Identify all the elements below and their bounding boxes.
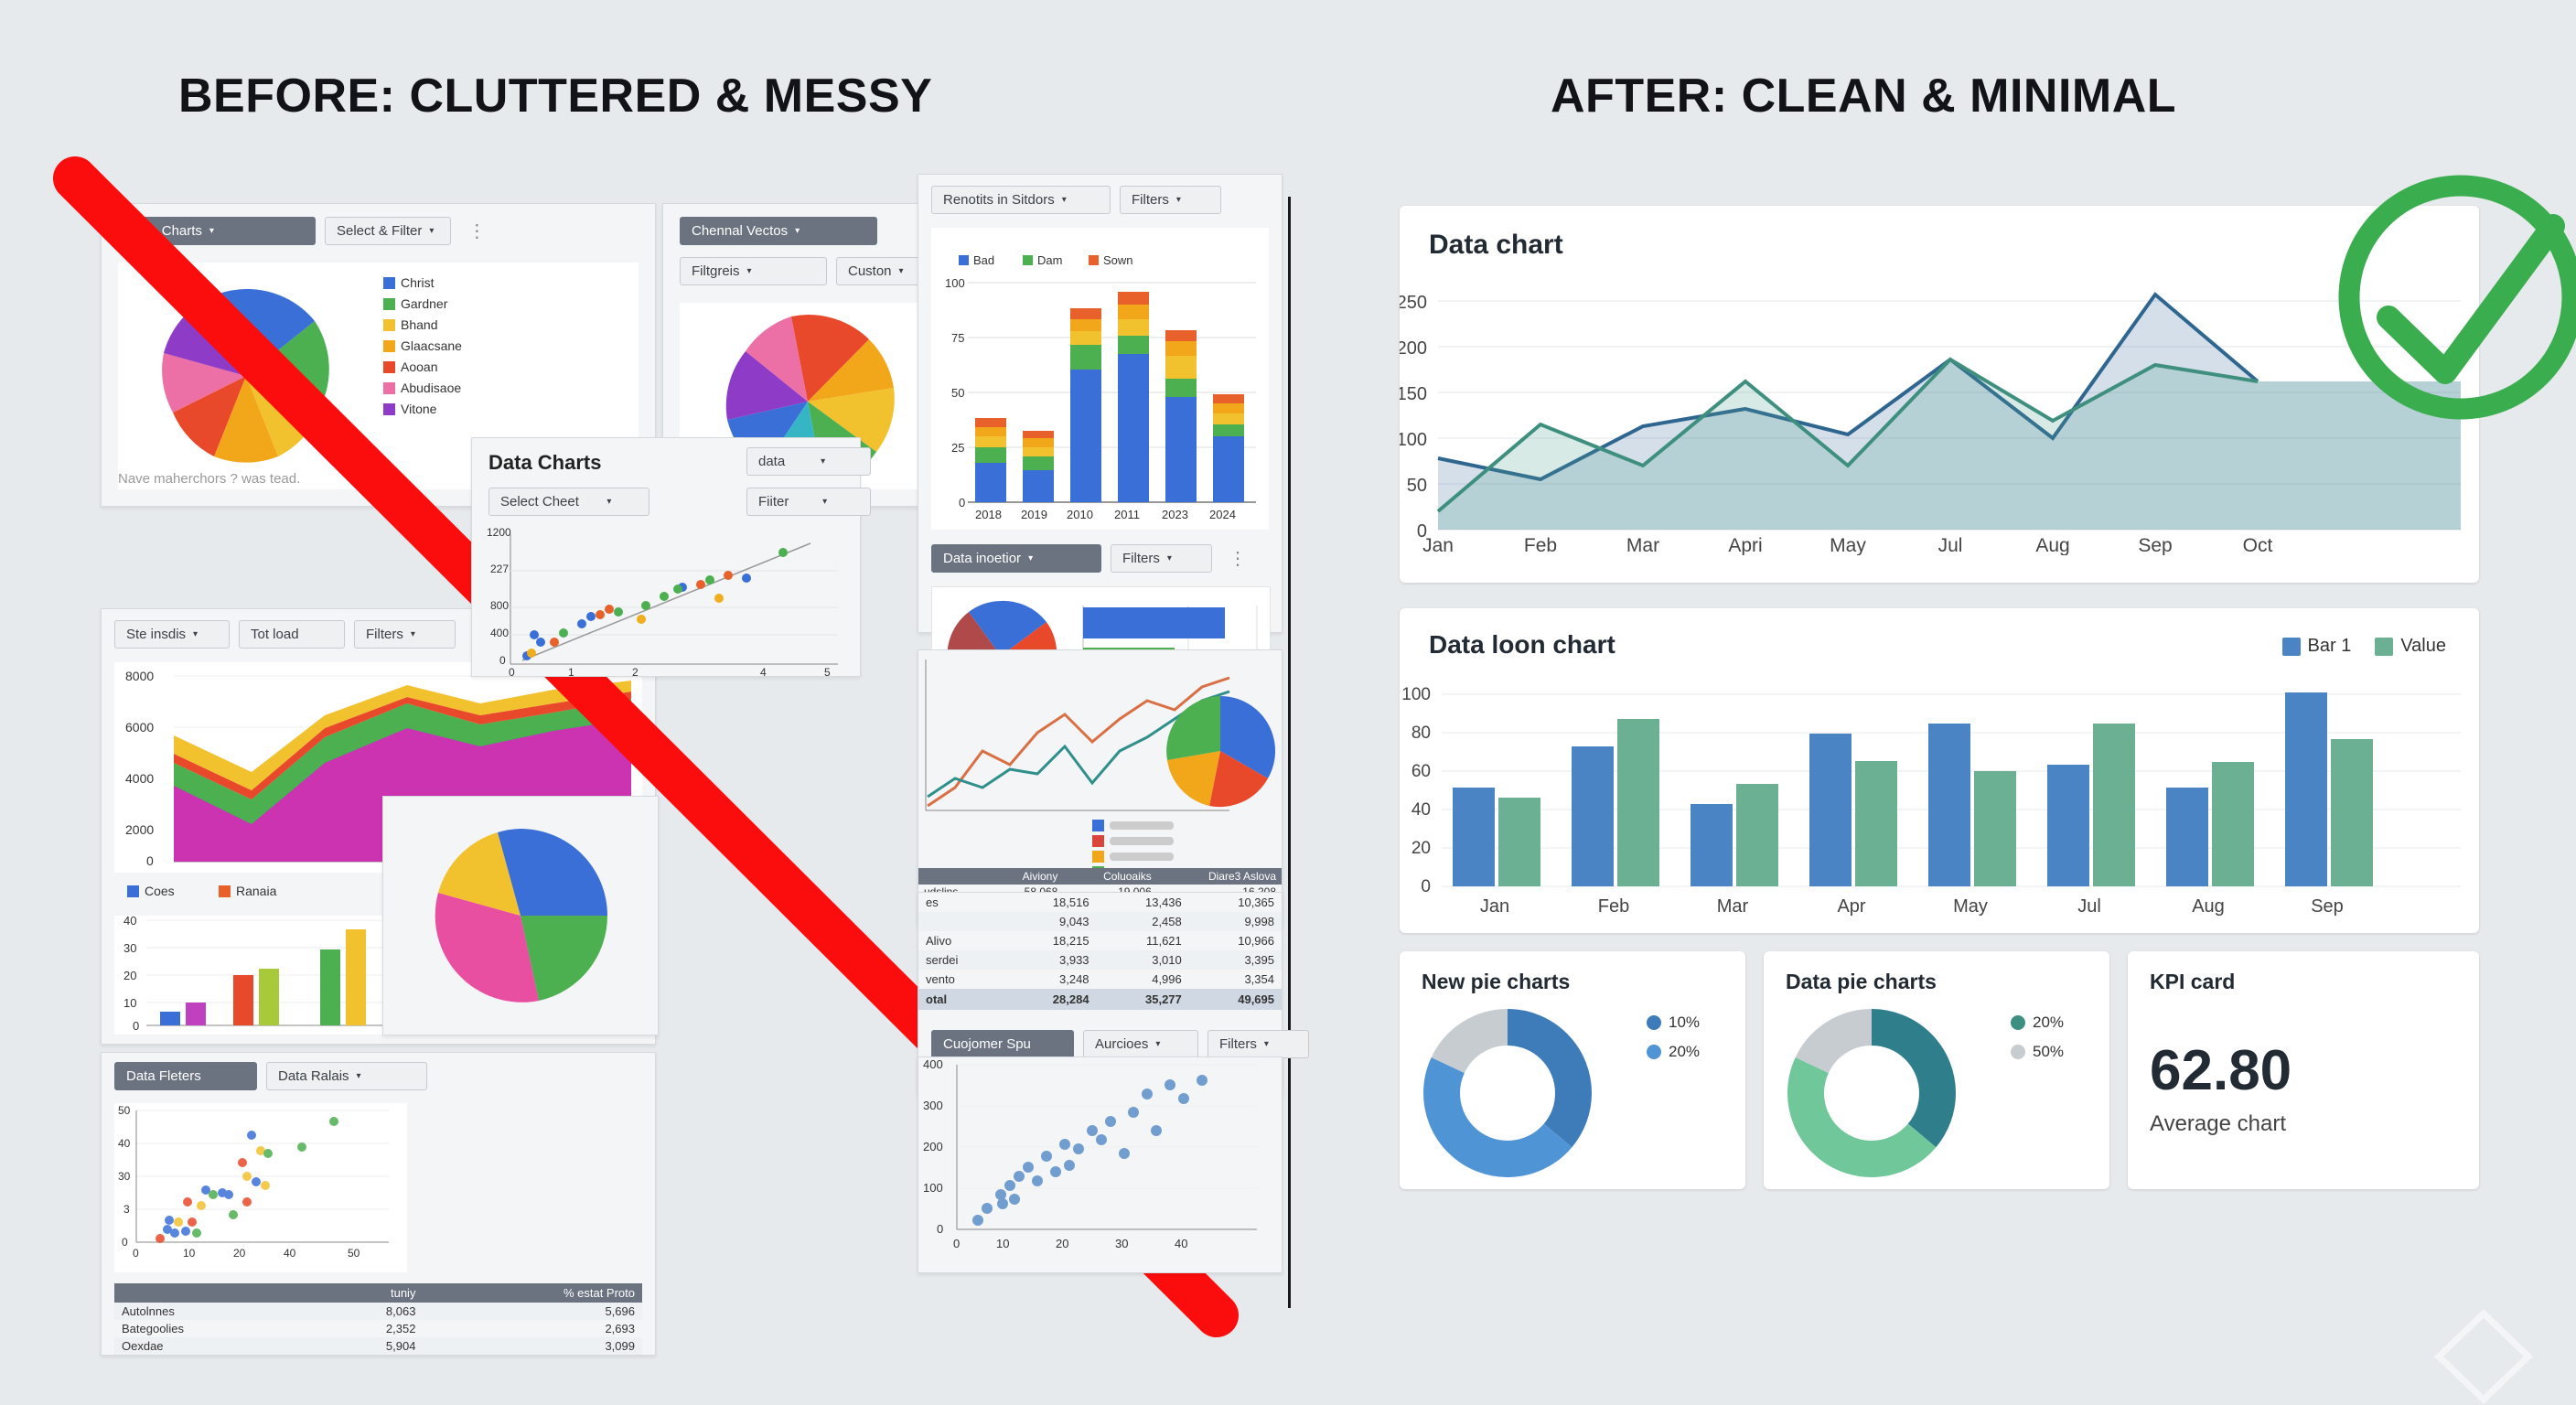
svg-text:0: 0: [1421, 877, 1431, 896]
svg-text:4: 4: [760, 666, 767, 676]
svg-text:50: 50: [118, 1104, 131, 1117]
svg-text:800: 800: [490, 599, 509, 612]
svg-text:200: 200: [1400, 338, 1427, 359]
svg-text:10: 10: [996, 1237, 1009, 1250]
svg-text:100: 100: [1400, 430, 1427, 450]
svg-text:40: 40: [284, 1247, 296, 1260]
svg-text:0: 0: [937, 1222, 943, 1236]
svg-text:300: 300: [923, 1099, 943, 1112]
svg-text:Sep: Sep: [2138, 535, 2172, 555]
svg-text:80: 80: [1411, 724, 1431, 743]
svg-text:60: 60: [1411, 762, 1431, 781]
svg-text:0: 0: [122, 1236, 128, 1249]
svg-text:3: 3: [123, 1203, 130, 1216]
svg-text:40: 40: [1175, 1237, 1187, 1250]
svg-text:Mar: Mar: [1717, 896, 1749, 917]
svg-text:Jan: Jan: [1422, 535, 1454, 555]
svg-text:20: 20: [1056, 1237, 1068, 1250]
svg-text:30: 30: [1115, 1237, 1128, 1250]
svg-text:100: 100: [1401, 685, 1431, 704]
svg-text:Oct: Oct: [2243, 535, 2273, 555]
svg-text:Apr: Apr: [1837, 896, 1865, 917]
svg-text:30: 30: [118, 1170, 131, 1183]
svg-text:May: May: [1953, 896, 1988, 917]
svg-text:May: May: [1830, 535, 1866, 555]
svg-text:40: 40: [118, 1137, 131, 1150]
svg-text:0: 0: [133, 1247, 139, 1260]
svg-text:0: 0: [499, 654, 506, 667]
svg-text:1200: 1200: [487, 526, 511, 539]
svg-text:20: 20: [233, 1247, 246, 1260]
svg-text:250: 250: [1400, 293, 1427, 313]
svg-text:Feb: Feb: [1598, 896, 1629, 917]
svg-text:10: 10: [183, 1247, 196, 1260]
svg-text:Jul: Jul: [2077, 896, 2101, 917]
svg-text:Feb: Feb: [1524, 535, 1557, 555]
svg-text:Aug: Aug: [2035, 535, 2069, 555]
svg-text:Mar: Mar: [1626, 535, 1659, 555]
svg-text:20: 20: [1411, 839, 1431, 858]
svg-text:50: 50: [348, 1247, 360, 1260]
svg-text:Sep: Sep: [2311, 896, 2344, 917]
svg-text:5: 5: [824, 666, 831, 676]
svg-text:150: 150: [1400, 384, 1427, 404]
svg-text:100: 100: [923, 1181, 943, 1195]
svg-text:200: 200: [923, 1140, 943, 1153]
svg-text:50: 50: [1407, 476, 1427, 496]
svg-text:0: 0: [953, 1237, 960, 1250]
svg-text:40: 40: [1411, 800, 1431, 820]
svg-text:Jul: Jul: [1938, 535, 1963, 555]
svg-text:227: 227: [490, 563, 509, 575]
svg-text:400: 400: [490, 627, 509, 639]
svg-text:Apri: Apri: [1728, 535, 1762, 555]
svg-text:1: 1: [568, 666, 574, 676]
svg-text:Jan: Jan: [1480, 896, 1509, 917]
svg-text:400: 400: [923, 1057, 943, 1071]
svg-text:0: 0: [509, 666, 515, 676]
svg-text:2: 2: [632, 666, 639, 676]
svg-text:Aug: Aug: [2192, 896, 2225, 917]
